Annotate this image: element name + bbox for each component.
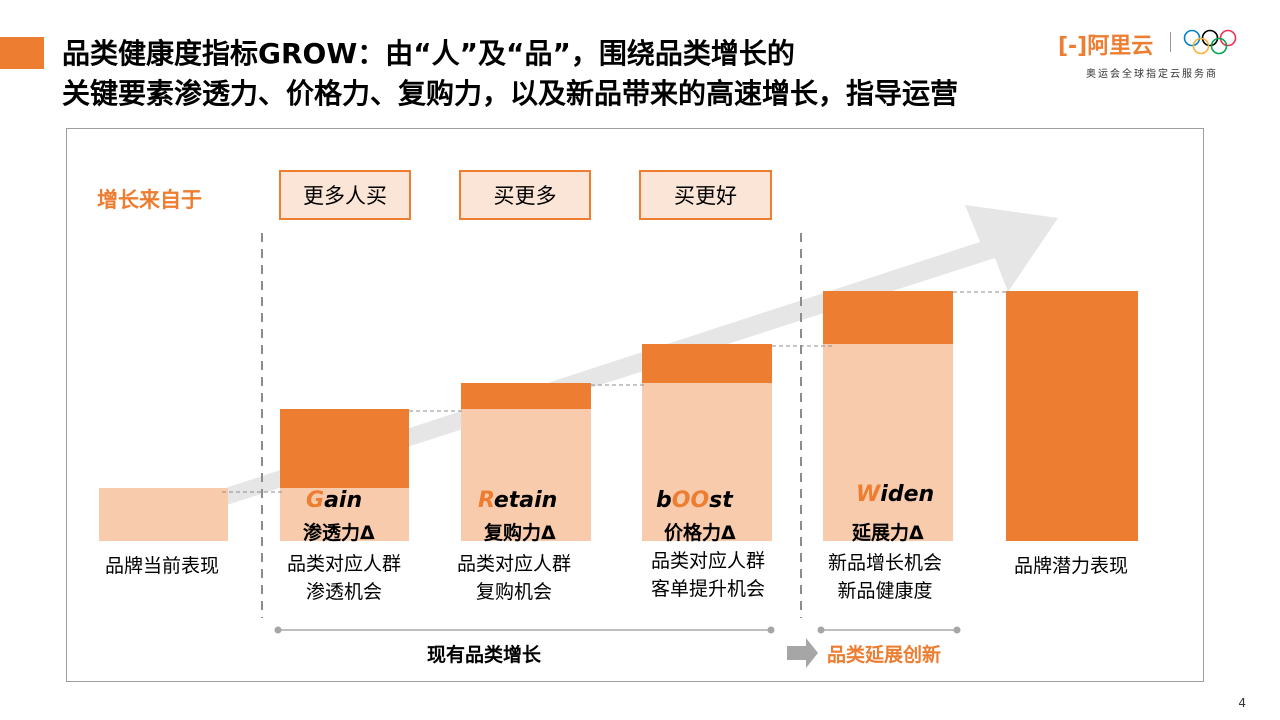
bar-widen-base [823, 344, 953, 541]
buy-box-buy-more: 买更多 [459, 170, 591, 220]
caption-line: 品类对应人群 [650, 550, 765, 572]
metric-boost-highlight: OO [671, 488, 710, 513]
olympic-rings-icon [1183, 29, 1237, 55]
metric-boost: bOOst [656, 488, 733, 513]
logo-divider [1170, 32, 1171, 52]
bar-current-base [99, 488, 228, 541]
metric-gain-initial: G [306, 488, 325, 513]
caption-current: 品牌当前表现 [92, 552, 232, 580]
caption-line: 品牌当前表现 [104, 555, 219, 577]
caption-widen: 新品增长机会 新品健康度 [815, 549, 955, 605]
range-dot [274, 626, 282, 634]
title-line-1: 品类健康度指标GROW：由“人”及“品”，围绕品类增长的 [62, 37, 795, 70]
bar-retain-increment [461, 383, 591, 409]
buy-box-buy-better: 买更好 [639, 170, 772, 220]
range-dot [767, 626, 775, 634]
buy-box-more-people: 更多人买 [279, 170, 411, 220]
range-dot [953, 626, 961, 634]
metric-widen-cn: 延展力Δ [852, 522, 924, 544]
metric-boost-suffix: st [709, 488, 733, 513]
aliyun-olympic-logo: [-]阿里云 奥运会全球指定云服务商 [1058, 28, 1248, 84]
metric-retain: Retain [478, 488, 557, 513]
metric-widen: Widen [856, 482, 934, 507]
caption-boost: 品类对应人群 客单提升机会 [638, 547, 778, 603]
caption-potential: 品牌潜力表现 [1000, 552, 1142, 580]
footer-arrow-icon [787, 638, 818, 668]
bar-potential [1006, 291, 1138, 541]
metric-widen-rest: iden [880, 482, 935, 507]
bar-gain-base [280, 488, 409, 541]
bar-gain-increment [280, 409, 409, 488]
caption-gain: 品类对应人群 渗透机会 [274, 550, 414, 606]
existing-category-growth-label: 现有品类增长 [427, 644, 542, 666]
logo-subtitle: 奥运会全球指定云服务商 [1086, 69, 1218, 80]
category-extension-label: 品类延展创新 [827, 644, 942, 666]
metric-gain-cn: 渗透力Δ [303, 522, 375, 544]
metric-gain: Gain [306, 488, 362, 513]
title-line-2: 关键要素渗透力、价格力、复购力，以及新品带来的高速增长，指导运营 [62, 77, 959, 110]
metric-boost-prefix: b [656, 488, 672, 513]
range-dot [817, 626, 825, 634]
caption-retain: 品类对应人群 复购机会 [444, 550, 584, 606]
metric-widen-initial: W [856, 482, 881, 507]
bar-boost-increment [642, 344, 772, 383]
diagram-panel [66, 128, 1204, 682]
caption-line: 客单提升机会 [650, 578, 765, 600]
bar-retain-base [461, 409, 591, 541]
caption-line: 品类对应人群 [456, 553, 571, 575]
metric-gain-rest: ain [324, 488, 363, 513]
caption-line: 复购机会 [475, 581, 552, 603]
aliyun-logo-text: [-]阿里云 [1058, 34, 1154, 59]
metric-retain-rest: etain [493, 488, 558, 513]
caption-line: 渗透机会 [305, 581, 382, 603]
caption-line: 品牌潜力表现 [1013, 555, 1128, 577]
metric-retain-initial: R [478, 488, 494, 513]
metric-boost-cn: 价格力Δ [664, 522, 736, 544]
caption-line: 新品增长机会 [827, 552, 942, 574]
caption-line: 品类对应人群 [286, 553, 401, 575]
caption-line: 新品健康度 [837, 580, 933, 602]
growth-from-label: 增长来自于 [97, 188, 202, 212]
metric-retain-cn: 复购力Δ [484, 522, 556, 544]
title-accent-bar [0, 37, 44, 69]
bar-boost-base [642, 383, 772, 541]
page-number: 4 [1238, 696, 1246, 710]
bar-widen-increment [823, 291, 953, 344]
page-title: 品类健康度指标GROW：由“人”及“品”，围绕品类增长的 关键要素渗透力、价格力… [62, 34, 1142, 114]
